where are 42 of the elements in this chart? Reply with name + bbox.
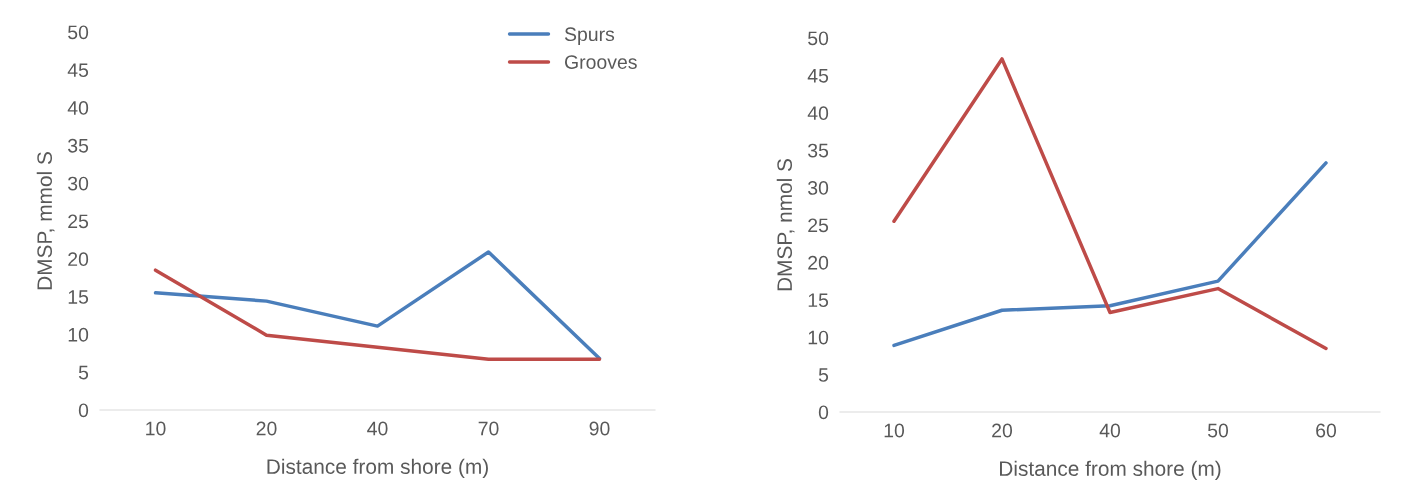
line-series — [892, 57, 1328, 351]
x-tick-label: 90 — [589, 421, 610, 436]
legend-label: Spurs — [564, 27, 615, 45]
x-tick-label: 20 — [256, 421, 277, 436]
y-tick-label: 0 — [818, 405, 829, 420]
y-tick-label: 15 — [808, 293, 829, 308]
x-tick-label: 10 — [146, 421, 166, 436]
line-series — [153, 268, 602, 362]
y-tick-label: 50 — [68, 25, 89, 40]
x-tick-label: 60 — [1316, 423, 1337, 438]
y-tick-label: 5 — [78, 365, 89, 380]
y-tick-label: 45 — [807, 69, 829, 83]
y-tick-label: 20 — [68, 252, 89, 267]
y-tick-label: 40 — [807, 106, 829, 121]
x-tick-label: 10 — [884, 423, 905, 438]
x-tick-label: 70 — [478, 421, 499, 436]
x-axis-title: Distance from shore (m) — [267, 458, 488, 479]
y-tick-label: 30 — [808, 181, 829, 195]
y-tick-label: 45 — [67, 63, 89, 78]
y-tick-label: 10 — [68, 327, 89, 342]
line-series — [153, 250, 602, 361]
x-tick-label: 40 — [1099, 423, 1121, 438]
y-tick-label: 30 — [68, 176, 89, 191]
x-tick-label: 20 — [992, 423, 1013, 438]
y-tick-label: 50 — [808, 31, 829, 46]
y-tick-label: 15 — [68, 290, 89, 304]
y-tick-label: 35 — [808, 143, 829, 158]
y-tick-label: 25 — [808, 218, 829, 233]
legend-label: Grooves — [565, 55, 637, 69]
y-tick-label: 40 — [67, 101, 89, 115]
y-axis-title: DMSP, nmol S — [776, 158, 795, 291]
y-tick-label: 25 — [68, 214, 89, 229]
x-axis-title: Distance from shore (m) — [1000, 460, 1221, 481]
y-tick-label: 35 — [68, 138, 89, 153]
y-tick-label: 5 — [818, 368, 829, 382]
x-tick-label: 50 — [1207, 423, 1229, 438]
y-tick-label: 0 — [78, 403, 89, 418]
y-tick-label: 10 — [808, 330, 829, 345]
y-axis-title: DMSP, mmol S — [36, 152, 55, 290]
x-tick-label: 40 — [367, 421, 388, 436]
line-series — [892, 161, 1328, 348]
y-tick-label: 20 — [808, 255, 829, 270]
